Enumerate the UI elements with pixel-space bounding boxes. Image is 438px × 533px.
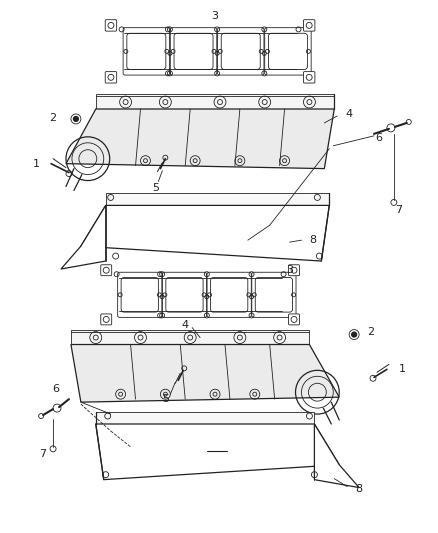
Polygon shape: [314, 424, 359, 488]
FancyBboxPatch shape: [105, 71, 117, 83]
FancyBboxPatch shape: [289, 265, 300, 276]
Polygon shape: [71, 329, 309, 344]
Text: 6: 6: [53, 384, 60, 394]
FancyBboxPatch shape: [211, 278, 248, 312]
FancyBboxPatch shape: [289, 314, 300, 325]
FancyBboxPatch shape: [121, 278, 159, 312]
Text: 8: 8: [309, 235, 316, 245]
Text: 5: 5: [152, 182, 159, 192]
Polygon shape: [96, 424, 339, 480]
FancyBboxPatch shape: [105, 20, 117, 31]
FancyBboxPatch shape: [304, 71, 315, 83]
Polygon shape: [106, 193, 329, 205]
Text: 6: 6: [375, 133, 382, 143]
FancyBboxPatch shape: [255, 278, 293, 312]
FancyBboxPatch shape: [127, 33, 166, 69]
Text: 1: 1: [398, 365, 405, 374]
Text: 1: 1: [33, 159, 40, 168]
Circle shape: [74, 116, 78, 122]
Text: 8: 8: [356, 483, 363, 494]
FancyBboxPatch shape: [174, 33, 213, 69]
Text: 2: 2: [367, 327, 374, 336]
Polygon shape: [96, 412, 314, 424]
FancyBboxPatch shape: [101, 314, 112, 325]
Text: 5: 5: [162, 394, 169, 404]
Text: 7: 7: [39, 449, 47, 459]
FancyBboxPatch shape: [304, 20, 315, 31]
Text: 7: 7: [395, 205, 403, 215]
Text: 2: 2: [49, 113, 57, 123]
Text: 3: 3: [286, 265, 293, 275]
Text: 4: 4: [182, 320, 189, 329]
FancyBboxPatch shape: [166, 278, 203, 312]
FancyBboxPatch shape: [268, 33, 307, 69]
Polygon shape: [66, 109, 334, 168]
Polygon shape: [81, 205, 329, 261]
FancyBboxPatch shape: [101, 265, 112, 276]
Text: 4: 4: [346, 109, 353, 119]
Polygon shape: [96, 94, 334, 109]
Polygon shape: [61, 205, 106, 269]
Text: 3: 3: [212, 11, 219, 21]
FancyBboxPatch shape: [221, 33, 260, 69]
Circle shape: [352, 332, 357, 337]
Polygon shape: [71, 344, 339, 402]
